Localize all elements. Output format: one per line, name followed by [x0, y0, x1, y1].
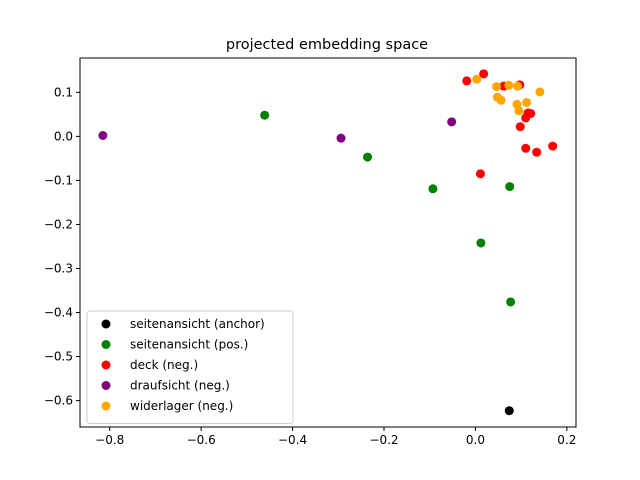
data-point — [98, 130, 108, 140]
data-point — [512, 81, 522, 91]
x-tick-label: −0.4 — [278, 433, 307, 447]
data-point — [479, 69, 489, 79]
data-point — [476, 238, 486, 248]
y-tick-label: −0.5 — [44, 350, 73, 364]
y-tick-label: 0.1 — [54, 85, 73, 99]
data-point — [504, 406, 514, 416]
legend-label: deck (neg.) — [130, 358, 198, 372]
chart-title: projected embedding space — [226, 37, 428, 53]
data-point — [505, 182, 515, 192]
data-point — [521, 143, 531, 153]
data-point — [475, 169, 485, 179]
data-point — [491, 82, 501, 92]
legend-box — [86, 310, 294, 424]
data-point — [260, 110, 270, 120]
data-point — [504, 80, 514, 90]
x-tick-label: −0.2 — [369, 433, 398, 447]
data-point — [447, 117, 457, 127]
x-tick-label: −0.8 — [95, 433, 124, 447]
legend-marker — [101, 381, 111, 390]
legend-marker — [101, 401, 111, 411]
data-point — [363, 152, 373, 162]
y-tick-label: −0.2 — [44, 217, 73, 231]
x-axis: −0.8 −0.6 −0.4 −0.2 0.0 0.2 — [95, 427, 576, 447]
data-point — [535, 87, 545, 97]
legend-label: seitenansicht (pos.) — [130, 338, 248, 352]
y-tick-label: −0.6 — [44, 394, 73, 408]
legend-marker — [101, 340, 111, 349]
y-axis: −0.6 −0.5 −0.4 −0.3 −0.2 −0.1 0.0 0.1 — [44, 85, 80, 408]
legend-marker — [101, 319, 111, 329]
y-tick-label: 0.0 — [54, 129, 73, 143]
data-point — [428, 184, 438, 194]
data-point — [548, 141, 558, 151]
legend-label: seitenansicht (anchor) — [130, 317, 265, 331]
data-point — [462, 76, 472, 86]
x-tick-label: 0.0 — [466, 433, 485, 447]
data-point — [496, 95, 506, 105]
data-point — [472, 74, 482, 84]
data-point — [514, 106, 524, 116]
data-point — [506, 297, 516, 307]
data-point — [515, 122, 525, 132]
legend-label: draufsicht (neg.) — [130, 379, 230, 393]
data-point — [532, 147, 542, 157]
data-point — [522, 97, 532, 107]
plot-frame — [79, 57, 577, 428]
data-points — [98, 69, 558, 416]
x-tick-label: −0.6 — [187, 433, 216, 447]
plot-area: −0.8 −0.6 −0.4 −0.2 0.0 0.2 −0.6−0.5−0.4−0.3−… — [44, 57, 577, 447]
x-tick-label: 0.2 — [557, 433, 576, 447]
data-point — [336, 133, 346, 143]
legend-label: widerlager (neg.) — [130, 399, 233, 413]
y-tick-label: −0.1 — [44, 173, 73, 187]
data-point — [526, 108, 536, 118]
legend: seitenansicht (anchor) seitenansicht (pos… — [86, 310, 294, 424]
legend-marker — [101, 360, 111, 370]
y-tick-label: −0.3 — [44, 261, 73, 275]
y-tick-label: −0.4 — [44, 306, 73, 320]
